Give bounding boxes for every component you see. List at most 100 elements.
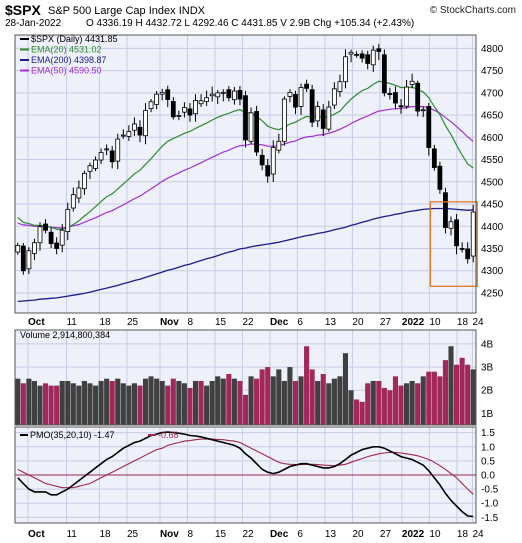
volume-bar <box>348 390 354 425</box>
volume-bar <box>437 376 443 425</box>
volume-bar <box>48 385 54 425</box>
volume-panel-y-tick-label: 4B <box>481 339 494 350</box>
x-tick-label: Nov <box>160 317 179 328</box>
volume-bar <box>192 380 199 425</box>
price-candle-body <box>420 109 426 112</box>
volume-bar <box>176 380 182 425</box>
volume-bar <box>398 385 404 425</box>
volume-bar <box>459 357 465 425</box>
price-candle-body <box>220 91 226 94</box>
price-candle-body <box>348 51 354 55</box>
price-candle-body <box>126 131 132 137</box>
price-candle-body <box>370 49 376 66</box>
pmo-legend-label: PMO(35,20,10) -1.47 <box>30 430 115 440</box>
price-candle-body <box>182 107 187 113</box>
price-candle-body <box>426 105 432 148</box>
quote-line: O 4336.19 H 4432.72 L 4292.46 C 4431.85 … <box>86 18 415 29</box>
volume-bar <box>37 385 43 425</box>
index-name: S&P 500 Large Cap Index INDX <box>48 5 205 17</box>
x-tick-label: 20 <box>352 529 364 540</box>
price-candle-body <box>59 229 65 246</box>
volume-bar <box>115 378 121 425</box>
x-tick-label: 22 <box>242 529 254 540</box>
volume-bar <box>209 380 215 425</box>
volume-bar <box>365 383 371 425</box>
price-candle-body <box>337 81 343 92</box>
price-candle-body <box>20 245 26 272</box>
pmo-panel-y-tick-label: -1.0 <box>481 499 499 510</box>
x-tick-label: 24 <box>472 317 484 328</box>
price-candle-body <box>132 123 137 131</box>
price-candle-body <box>265 165 271 177</box>
volume-bar <box>465 364 471 425</box>
volume-bar <box>254 378 260 425</box>
volume-bar <box>231 378 237 425</box>
volume-bar <box>420 376 426 425</box>
volume-legend-label: Volume 2,914,800,384 <box>20 330 110 340</box>
volume-bar <box>354 399 360 425</box>
index-name-text: S&P 500 Large Cap Index <box>48 5 176 17</box>
price-candle-body <box>15 244 21 253</box>
pmo-legend-label: -0.68 <box>158 430 179 440</box>
price-candle-body <box>76 187 82 199</box>
x-tick-label: 25 <box>127 317 139 328</box>
price-candle-body <box>448 221 454 229</box>
volume-bar <box>26 378 32 425</box>
copyright-label: © StockCharts.com <box>429 5 516 16</box>
x-tick-label: 25 <box>127 529 139 540</box>
price-candle-body <box>270 147 276 175</box>
price-candle-body <box>120 134 126 137</box>
price-candle-body <box>259 154 265 166</box>
price-candle-body <box>204 97 210 102</box>
pmo-panel-y-tick-label: 1.5 <box>481 428 495 439</box>
price-candle-body <box>359 53 365 59</box>
x-tick-label: 22 <box>242 317 254 328</box>
volume-bar <box>15 378 21 425</box>
x-tick-label: 6 <box>297 317 303 328</box>
volume-bar <box>281 380 287 425</box>
volume-bar <box>392 376 399 425</box>
price-panel-y-tick-label: 4450 <box>481 200 504 211</box>
volume-panel-y-tick-label: 1B <box>481 409 494 420</box>
date-label: 28-Jan-2022 <box>5 18 62 29</box>
pmo-panel-y-tick-label: 0.0 <box>481 471 495 482</box>
price-candle-body <box>304 83 309 89</box>
price-candle-body <box>326 106 332 130</box>
panel-border <box>14 426 477 524</box>
price-candle-body <box>315 106 321 122</box>
price-candle-body <box>398 105 404 108</box>
highlight-box <box>429 201 478 287</box>
volume-bar <box>181 383 187 425</box>
x-tick-label: 8 <box>187 529 193 540</box>
price-candle-body <box>43 223 48 231</box>
price-candle-body <box>465 248 471 260</box>
volume-bar <box>220 378 226 425</box>
volume-bar <box>76 385 82 425</box>
price-panel-bg <box>15 35 476 313</box>
volume-bar <box>81 380 87 425</box>
x-tick-label: 18 <box>457 317 469 328</box>
volume-bar <box>337 376 343 425</box>
price-candle-body <box>254 111 260 153</box>
volume-bar <box>165 385 171 425</box>
price-candle-body <box>459 248 465 250</box>
price-panel-y-tick-label: 4600 <box>481 133 504 144</box>
price-candle-body <box>454 219 459 247</box>
volume-bar <box>242 394 249 425</box>
price-legend-label: EMA(50) 4590.50 <box>31 66 102 76</box>
volume-bar <box>87 383 93 425</box>
price-candle-body <box>93 159 98 169</box>
x-tick-label: 8 <box>187 317 193 328</box>
price-candle-body <box>193 99 198 115</box>
x-tick-label: 2022 <box>402 317 425 328</box>
price-candle-body <box>65 208 71 233</box>
volume-bar <box>454 364 460 425</box>
price-candle-body <box>437 165 443 190</box>
volume-bar <box>442 360 449 425</box>
volume-bar <box>287 367 293 425</box>
volume-bar <box>120 383 126 425</box>
price-candle-body <box>187 108 193 116</box>
volume-bar <box>409 380 415 425</box>
volume-bar <box>65 380 71 425</box>
volume-bar <box>431 371 437 425</box>
